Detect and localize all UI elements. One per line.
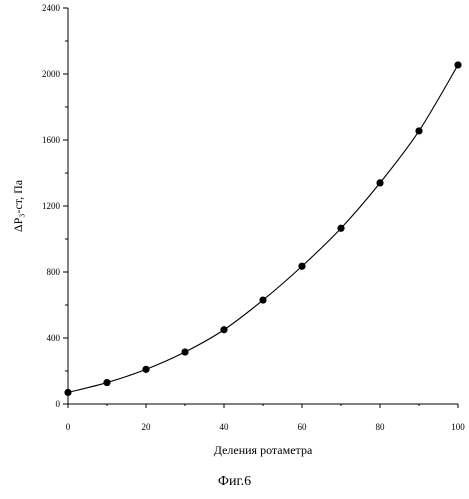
series-line — [67, 64, 459, 393]
y-tick-label: 1200 — [42, 201, 61, 211]
data-point — [376, 179, 384, 187]
y-tick-label: 800 — [47, 267, 61, 277]
chart: 0 20 40 60 80 100 0 400 800 1200 1600 2000 2400 Дел… — [11, 3, 465, 457]
data-point — [220, 326, 228, 334]
data-point — [415, 127, 423, 135]
y-tick-label: 2000 — [42, 69, 61, 79]
x-tick-label: 80 — [376, 422, 386, 432]
data-point — [337, 224, 345, 232]
x-tick-label: 60 — [298, 422, 308, 432]
y-tick-label: 400 — [47, 333, 61, 343]
data-point — [181, 348, 189, 356]
x-tick-label: 40 — [220, 422, 230, 432]
x-ticks: 0 20 40 60 80 100 — [66, 404, 465, 432]
x-tick-label: 20 — [142, 422, 152, 432]
data-point — [259, 296, 267, 304]
x-tick-label: 0 — [66, 422, 71, 432]
data-point — [298, 262, 306, 270]
figure-caption: Фиг.6 — [217, 474, 252, 489]
y-tick-label: 2400 — [42, 3, 61, 13]
data-point — [64, 388, 72, 397]
y-tick-label: 0 — [56, 399, 61, 409]
y-ticks: 0 400 800 1200 1600 2000 2400 — [42, 3, 68, 409]
data-point — [454, 61, 462, 69]
x-tick-label: 100 — [451, 422, 465, 432]
x-axis-label: Деления ротаметра — [214, 443, 313, 457]
data-points — [64, 61, 462, 397]
axes — [67, 8, 458, 405]
y-axis-label: ΔP₃-ст, Па — [11, 179, 25, 232]
data-point — [103, 378, 111, 387]
data-point — [142, 365, 150, 373]
y-tick-label: 1600 — [42, 135, 61, 145]
